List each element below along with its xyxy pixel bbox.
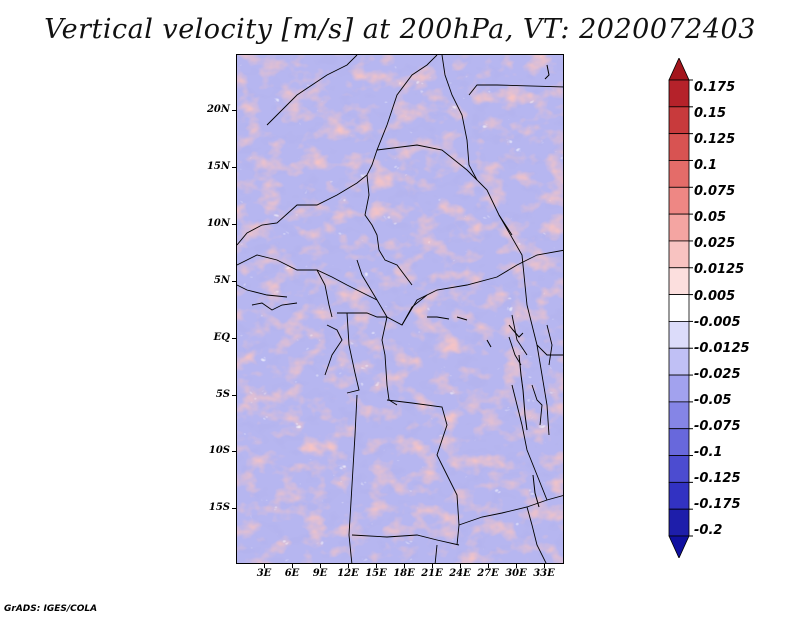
colorbar-level-label: -0.075 <box>694 419 741 434</box>
lon-tick-mark <box>516 564 517 568</box>
lon-tick-label: 27E <box>477 568 499 579</box>
colorbar-segment <box>668 106 690 135</box>
colorbar-level-label: 0.05 <box>694 210 727 225</box>
lon-tick-label: 33E <box>533 568 555 579</box>
lon-tick-label: 30E <box>505 568 527 579</box>
lon-tick-mark <box>488 564 489 568</box>
lat-tick-mark <box>232 110 236 111</box>
lon-tick-mark <box>348 564 349 568</box>
colorbar-level-label: -0.05 <box>694 393 732 408</box>
colorbar-segment <box>668 455 690 483</box>
colorbar-level-label: -0.125 <box>694 471 741 486</box>
lat-tick-mark <box>232 508 236 509</box>
colorbar-level-label: -0.005 <box>694 315 741 330</box>
colorbar-level-label: 0.005 <box>694 289 736 304</box>
water-bodies <box>427 64 550 508</box>
colorbar-segment <box>668 79 690 108</box>
colorbar-level-label: 0.15 <box>694 106 727 121</box>
lat-tick-mark <box>232 338 236 339</box>
lat-tick-label: 10S <box>208 445 230 456</box>
lon-tick-mark <box>544 564 545 568</box>
colorbar-segment <box>668 267 690 295</box>
colorbar-level-label: -0.025 <box>694 367 741 382</box>
colorbar-level-label: -0.175 <box>694 497 741 512</box>
footer-credit: GrADS: IGES/COLA <box>4 604 98 614</box>
colorbar-level-label: 0.075 <box>694 184 736 199</box>
colorbar-segment <box>668 240 690 269</box>
colorbar-segment <box>668 186 690 215</box>
country-borders <box>237 55 563 563</box>
colorbar-segment <box>668 535 690 558</box>
lon-tick-mark <box>404 564 405 568</box>
colorbar-level-label: 0.025 <box>694 236 736 251</box>
colorbar-segment <box>668 481 690 510</box>
map-title: Vertical velocity [m/s] at 200hPa, VT: 2… <box>44 14 756 45</box>
colorbar-level-label: -0.0125 <box>694 341 750 356</box>
lon-tick-mark <box>320 564 321 568</box>
colorbar-level-label: 0.0125 <box>694 262 745 277</box>
colorbar-level-label: 0.1 <box>694 158 718 173</box>
colorbar-segment <box>668 133 690 161</box>
lat-tick-mark <box>232 451 236 452</box>
colorbar <box>668 58 693 558</box>
lat-tick-label: EQ <box>213 332 230 343</box>
colorbar-level-label: -0.2 <box>694 523 723 538</box>
lat-tick-label: 5N <box>213 275 230 286</box>
colorbar-level-label: 0.175 <box>694 80 736 95</box>
lon-tick-label: 6E <box>284 568 300 579</box>
colorbar-segment <box>668 428 690 456</box>
colorbar-segment <box>668 374 690 403</box>
lon-tick-label: 21E <box>421 568 443 579</box>
lat-tick-mark <box>232 395 236 396</box>
lon-tick-label: 9E <box>312 568 328 579</box>
lon-tick-mark <box>376 564 377 568</box>
colorbar-segment <box>668 347 690 376</box>
lat-tick-mark <box>232 281 236 282</box>
colorbar-segment <box>668 160 690 188</box>
map-plot-area <box>236 54 564 564</box>
lat-tick-mark <box>232 167 236 168</box>
colorbar-segment <box>668 58 690 81</box>
lat-tick-label: 5S <box>215 389 230 400</box>
lon-tick-mark <box>292 564 293 568</box>
colorbar-segment <box>668 213 690 242</box>
lon-tick-mark <box>460 564 461 568</box>
lon-tick-mark <box>432 564 433 568</box>
lat-tick-label: 10N <box>206 218 230 229</box>
lat-tick-label: 20N <box>206 104 230 115</box>
colorbar-segment <box>668 401 690 430</box>
colorbar-level-label: 0.125 <box>694 132 736 147</box>
lon-tick-label: 15E <box>365 568 387 579</box>
colorbar-segment <box>668 508 690 537</box>
lat-tick-mark <box>232 224 236 225</box>
vertical-velocity-field <box>237 55 563 563</box>
lon-tick-label: 12E <box>337 568 359 579</box>
colorbar-level-label: -0.1 <box>694 445 723 460</box>
lat-tick-label: 15N <box>206 161 230 172</box>
lat-tick-label: 15S <box>208 502 230 513</box>
colorbar-segment <box>668 294 690 322</box>
lon-tick-label: 24E <box>449 568 471 579</box>
lon-tick-label: 3E <box>256 568 272 579</box>
lon-tick-label: 18E <box>393 568 415 579</box>
colorbar-segment <box>668 321 690 349</box>
lon-tick-mark <box>264 564 265 568</box>
